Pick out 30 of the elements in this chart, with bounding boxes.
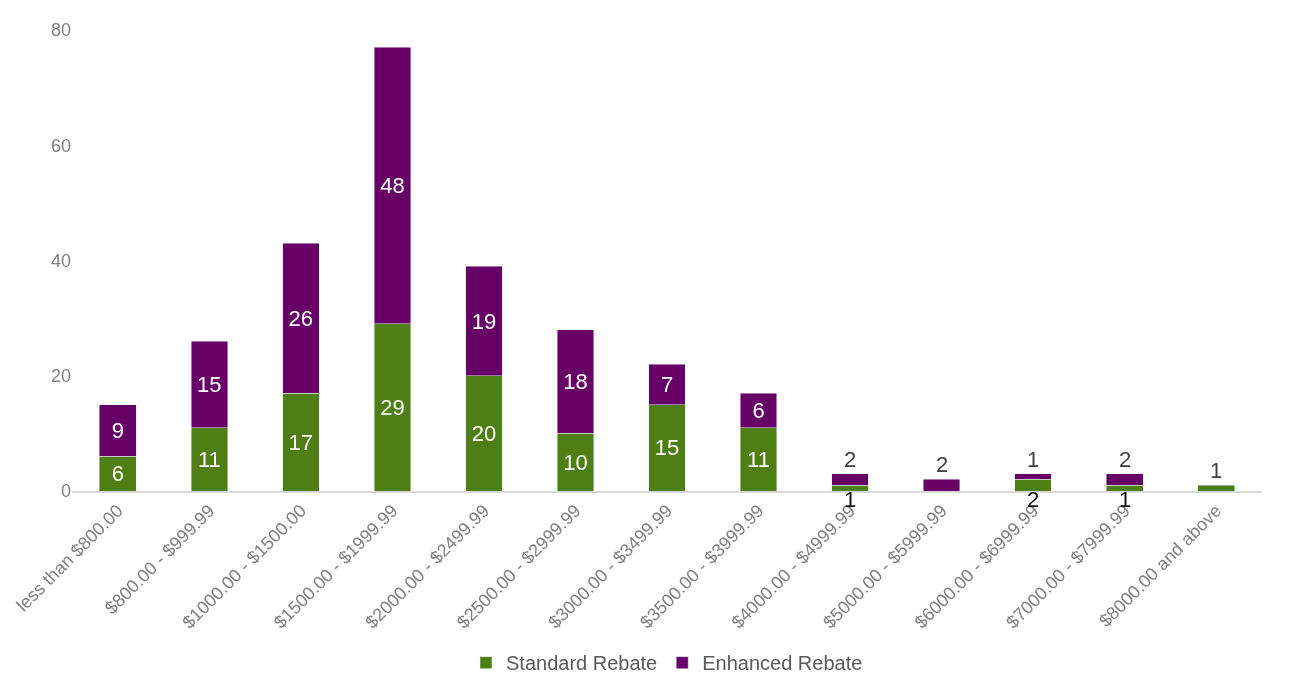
data-label: 26: [288, 305, 314, 331]
data-label: 2: [936, 452, 949, 477]
data-label: 1: [1210, 458, 1223, 483]
data-label: 48: [380, 173, 405, 199]
data-label: 7: [660, 371, 674, 397]
data-label: 2: [844, 447, 857, 472]
data-label: 18: [563, 369, 588, 395]
bar: [923, 479, 961, 491]
legend-label: Standard Rebate: [506, 652, 658, 675]
data-label: 9: [111, 417, 124, 443]
data-label: 15: [654, 435, 680, 461]
data-label: 17: [288, 429, 314, 455]
data-label: 11: [747, 446, 770, 472]
y-tick-label: 0: [60, 481, 71, 502]
data-label: 6: [111, 461, 124, 487]
y-tick-label: 40: [50, 250, 71, 271]
data-label: 10: [563, 449, 588, 475]
data-label: 29: [380, 394, 405, 420]
bar: [1197, 484, 1235, 491]
data-label: 6: [752, 397, 765, 423]
y-tick-label: 60: [50, 135, 71, 156]
y-tick-label: 20: [50, 366, 71, 387]
data-label: 15: [197, 371, 222, 397]
y-tick-label: 80: [50, 20, 71, 41]
data-label: 19: [471, 308, 497, 334]
legend-label: Enhanced Rebate: [702, 652, 863, 675]
data-label: 1: [1027, 447, 1040, 472]
data-label: 2: [1119, 447, 1132, 472]
data-label: 11: [197, 446, 221, 472]
data-label: 20: [471, 420, 497, 446]
